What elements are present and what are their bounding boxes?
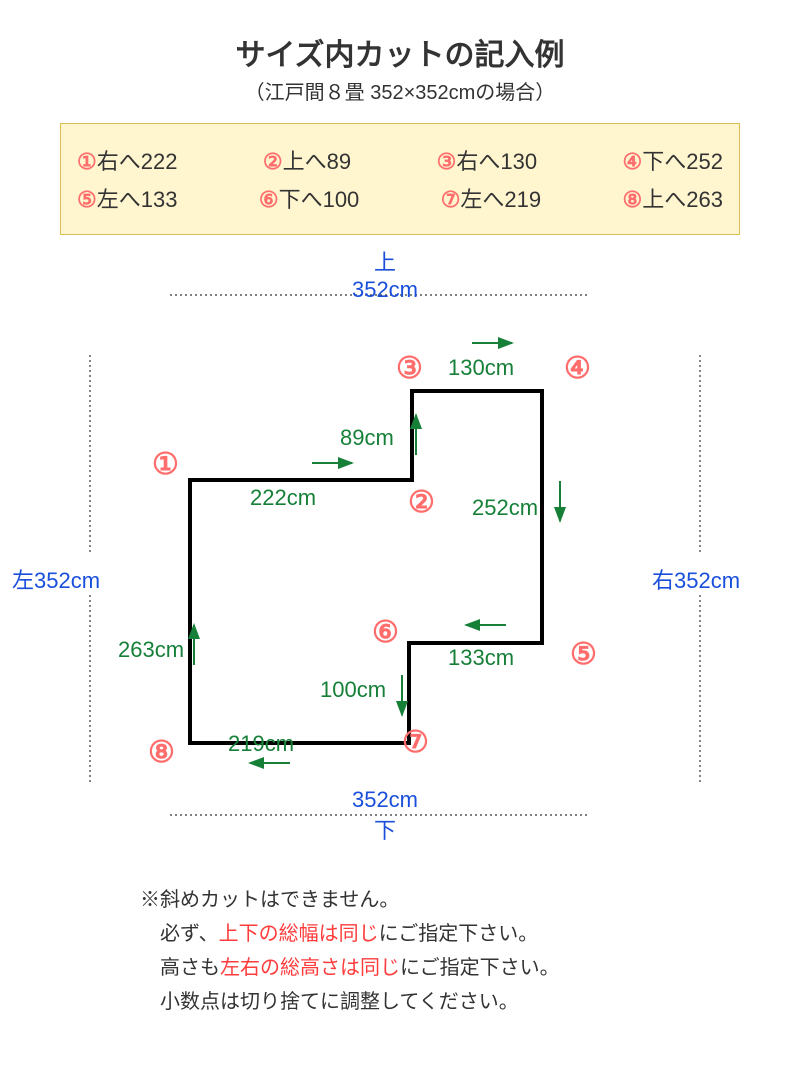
dim-left: 左352cm — [12, 563, 100, 595]
dim-bottom: 352cm 下 — [320, 787, 450, 845]
note-3: 高さも左右の総高さは同じにご指定下さい。 — [140, 951, 760, 985]
seg-6: 100cm — [320, 677, 386, 703]
instr-8: ⑧上へ263 — [623, 182, 723, 214]
seg-8: 263cm — [118, 637, 184, 663]
instr-4: ④下へ252 — [623, 144, 723, 176]
seg-2: 89cm — [340, 425, 394, 451]
note-4: 小数点は切り捨てに調整してください。 — [140, 985, 760, 1019]
point-1: ① — [152, 447, 179, 482]
instr-7: ⑦左へ219 — [441, 182, 541, 214]
notes: ※斜めカットはできません。 必ず、上下の総幅は同じにご指定下さい。 高さも左右の… — [140, 883, 760, 1019]
point-2: ② — [408, 485, 435, 520]
point-3: ③ — [396, 351, 423, 386]
point-8: ⑧ — [148, 735, 175, 770]
instruction-row-2: ⑤左へ133 ⑥下へ100 ⑦左へ219 ⑧上へ263 — [77, 182, 723, 214]
seg-4: 252cm — [472, 495, 538, 521]
instruction-row-1: ①右へ222 ②上へ89 ③右へ130 ④下へ252 — [77, 144, 723, 176]
dim-right: 右352cm — [652, 563, 740, 595]
instr-2: ②上へ89 — [263, 144, 351, 176]
point-7: ⑦ — [402, 725, 429, 760]
page-subtitle: （江戸間８畳 352×352cmの場合） — [40, 76, 760, 105]
note-1: ※斜めカットはできません。 — [140, 883, 760, 917]
seg-5: 133cm — [448, 645, 514, 671]
instr-1: ①右へ222 — [77, 144, 177, 176]
page-title: サイズ内カットの記入例 — [40, 30, 760, 74]
instr-5: ⑤左へ133 — [77, 182, 177, 214]
point-6: ⑥ — [372, 615, 399, 650]
seg-3: 130cm — [448, 355, 514, 381]
seg-7: 219cm — [228, 731, 294, 757]
instruction-box: ①右へ222 ②上へ89 ③右へ130 ④下へ252 ⑤左へ133 ⑥下へ100… — [60, 123, 740, 235]
instr-3: ③右へ130 — [437, 144, 537, 176]
note-2: 必ず、上下の総幅は同じにご指定下さい。 — [140, 917, 760, 951]
cut-diagram: 上 352cm 352cm 下 左352cm 右352cm ① ② ③ ④ ⑤ … — [40, 245, 760, 875]
diagram-svg — [40, 245, 760, 875]
point-5: ⑤ — [570, 637, 597, 672]
instr-6: ⑥下へ100 — [259, 182, 359, 214]
point-4: ④ — [564, 351, 591, 386]
dim-top: 上 352cm — [320, 245, 450, 303]
seg-1: 222cm — [250, 485, 316, 511]
